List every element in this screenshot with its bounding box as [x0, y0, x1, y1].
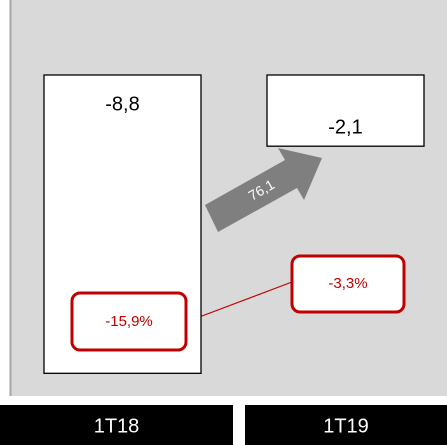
connector-line — [185, 281, 293, 323]
category-box — [0, 405, 233, 445]
x-tick-label: 1T19 — [323, 415, 369, 437]
margin-label: -15,9% — [105, 313, 153, 330]
margin-box — [70, 291, 188, 352]
category-box — [245, 405, 447, 445]
bar — [266, 74, 425, 147]
value-label: -2,1 — [328, 116, 362, 138]
change-arrow: 76,1 — [205, 148, 322, 232]
margin-box — [290, 254, 406, 314]
value-label: -8,8 — [105, 93, 139, 115]
arrow-shape — [205, 148, 322, 232]
margin-label: -3,3% — [328, 275, 367, 292]
x-tick-label: 1T18 — [94, 415, 140, 437]
